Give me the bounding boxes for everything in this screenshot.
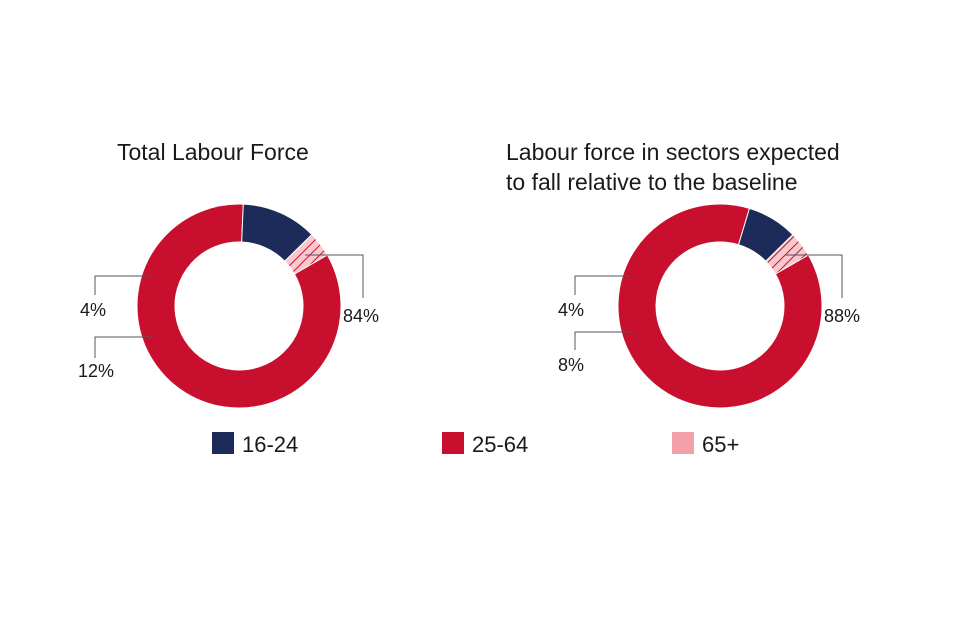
chart-2-leader-8 [574, 331, 632, 350]
chart-1-leader-4 [94, 275, 150, 295]
chart-1-leader-84 [305, 254, 364, 298]
legend-label-65-plus: 65+ [702, 432, 739, 457]
legend-swatch-25-64 [442, 432, 464, 454]
legend-swatch-65-plus [672, 432, 694, 454]
legend: 16-24 25-64 65+ [212, 432, 739, 457]
legend-swatch-16-24 [212, 432, 234, 454]
chart-1-label-4: 4% [80, 300, 106, 320]
chart-1-slice-25-64 [136, 203, 342, 409]
chart-2-title-line-2: to fall relative to the baseline [506, 169, 798, 195]
chart-2-leader-88 [785, 254, 843, 298]
chart-2-label-4: 4% [558, 300, 584, 320]
chart-1-label-12: 12% [78, 361, 114, 381]
chart-1-leader-12 [94, 336, 154, 358]
chart-2-label-8: 8% [558, 355, 584, 375]
legend-label-16-24: 16-24 [242, 432, 298, 457]
chart-sectors-expected-to-fall: Labour force in sectors expected to fall… [506, 139, 860, 409]
chart-2-leader-4 [574, 275, 630, 295]
chart-1-title-line-1: Total Labour Force [117, 139, 309, 165]
chart-1-slice-65-plus [284, 233, 329, 275]
chart-2-donut [617, 203, 823, 409]
chart-1-donut [136, 203, 342, 409]
chart-2-slice-25-64 [617, 203, 823, 409]
chart-2-label-88: 88% [824, 306, 860, 326]
legend-label-25-64: 25-64 [472, 432, 528, 457]
chart-2-slice-65-plus [765, 233, 810, 275]
chart-1-label-84: 84% [343, 306, 379, 326]
chart-2-title-line-1: Labour force in sectors expected [506, 139, 840, 165]
chart-total-labour-force: Total Labour Force 84% 4% 12% [78, 139, 379, 409]
